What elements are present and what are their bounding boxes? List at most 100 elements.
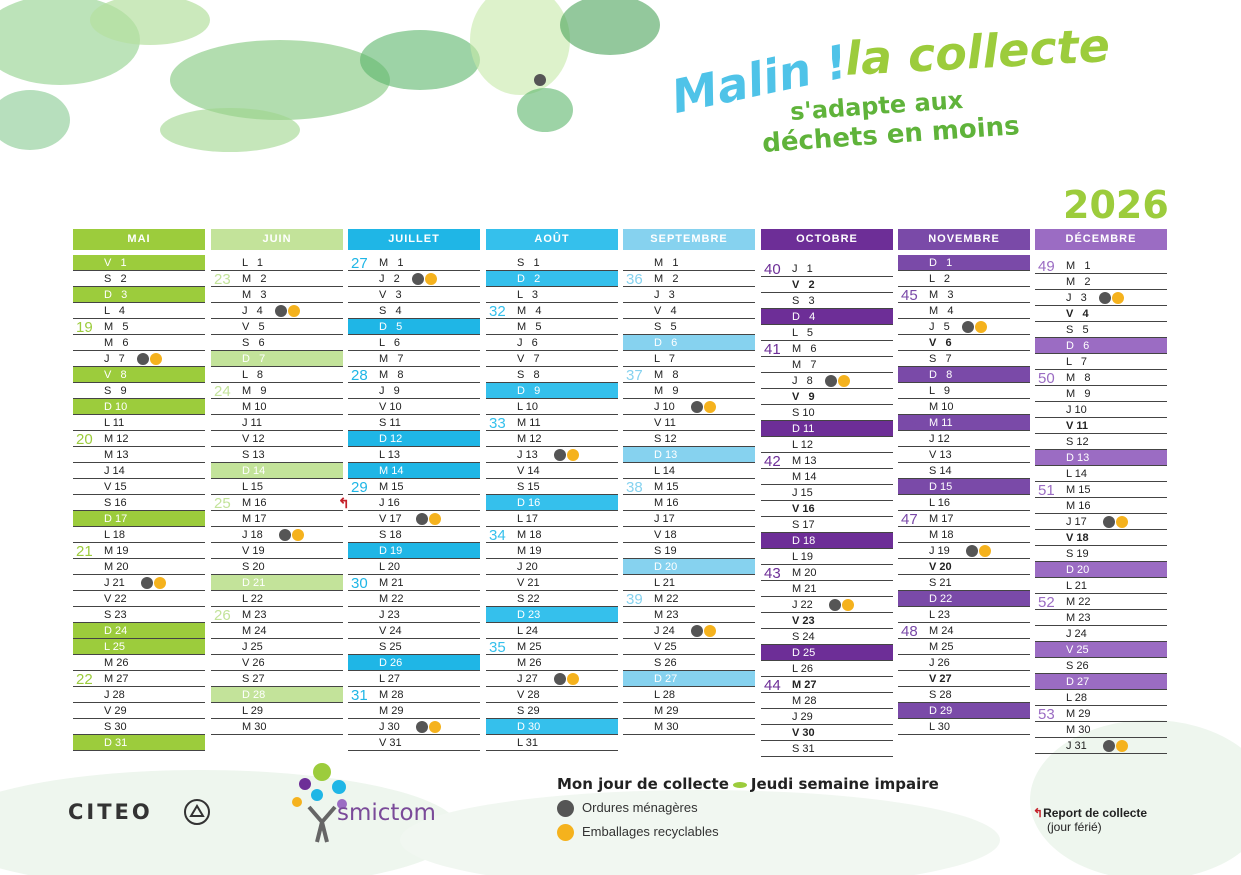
week-number: 34 <box>489 527 506 544</box>
week-number: 45 <box>901 287 918 304</box>
day-row: M 1 <box>623 255 755 271</box>
day-label: D 16 <box>517 497 541 509</box>
day-row: L 7 <box>1035 354 1167 371</box>
day-label: V 4 <box>1066 308 1089 321</box>
day-row: D 24 <box>73 623 205 639</box>
day-row: J 6 <box>486 335 618 351</box>
collection-dots <box>141 577 169 590</box>
day-label: M 8 <box>654 369 679 381</box>
collection-dots <box>691 401 719 414</box>
week-number: 47 <box>901 511 918 528</box>
day-row: L 30 <box>898 719 1030 735</box>
day-row: J 20 <box>486 559 618 575</box>
day-row: V 22 <box>73 591 205 607</box>
day-label: M 22 <box>654 593 679 605</box>
day-row: M 2 <box>1035 274 1167 291</box>
day-label: V 8 <box>104 369 127 381</box>
day-row: M 22 <box>623 591 755 607</box>
day-row: M 25 <box>898 639 1030 655</box>
day-row: D 11 <box>761 421 893 438</box>
day-label: M 27 <box>104 673 129 685</box>
week-number: 29 <box>351 479 368 496</box>
legend-item-household-waste: Ordures ménagères <box>557 799 939 818</box>
day-label: L 20 <box>379 561 401 573</box>
week-number: 53 <box>1038 706 1055 724</box>
collection-dots <box>691 625 719 638</box>
day-row: V 5 <box>211 319 343 335</box>
day-row: M 1 <box>348 255 480 271</box>
day-label: D 20 <box>1066 564 1090 577</box>
day-row: S 15 <box>486 479 618 495</box>
day-label: V 6 <box>929 337 952 349</box>
orange-dot-icon <box>979 545 991 557</box>
week-number: 25 <box>214 495 231 512</box>
day-row: M 5 <box>73 319 205 335</box>
day-label: V 13 <box>929 449 952 461</box>
day-label: M 15 <box>379 481 404 493</box>
day-label: V 29 <box>104 705 127 717</box>
day-row: L 15 <box>211 479 343 495</box>
report-arrow-icon: ↰ <box>1033 806 1044 820</box>
day-row: M 27 <box>73 671 205 687</box>
day-label: V 19 <box>242 545 265 557</box>
day-label: M 23 <box>1066 612 1091 625</box>
day-label: L 9 <box>929 385 950 397</box>
day-row: M 4 <box>898 303 1030 319</box>
legend: Mon jour de collecte Jeudi semaine impair… <box>557 775 939 842</box>
day-label: L 18 <box>104 529 126 541</box>
orange-dot-icon <box>1112 292 1124 305</box>
day-label: S 5 <box>1066 324 1089 337</box>
month-2: JUILLET M 1 J 2 V 3 S 4 D 5 L 6 M 7 M 8 J 9 V 10 S … <box>338 229 480 751</box>
day-row: M 23 <box>1035 610 1167 627</box>
week-number: 50 <box>1038 370 1055 388</box>
day-row: V 6 <box>898 335 1030 351</box>
day-label: D 17 <box>104 513 128 525</box>
week-number: 42 <box>764 453 781 471</box>
day-label: M 17 <box>929 513 954 525</box>
orange-dot-icon <box>154 577 166 589</box>
day-row: L 2 <box>898 271 1030 287</box>
day-row: D 8 <box>898 367 1030 383</box>
day-label: S 19 <box>654 545 677 557</box>
day-label: L 7 <box>654 353 675 365</box>
day-row: S 23 <box>73 607 205 623</box>
day-label: L 8 <box>242 369 263 381</box>
day-row: V 18 <box>1035 530 1167 547</box>
day-label: M 26 <box>104 657 129 669</box>
day-row: M 7 <box>761 357 893 374</box>
day-row: J 9 <box>348 383 480 399</box>
day-label: V 17 <box>379 513 402 525</box>
day-label: S 9 <box>104 385 127 397</box>
week-number: 28 <box>351 367 368 384</box>
day-row: D 19 <box>348 543 480 559</box>
day-row: V 8 <box>73 367 205 383</box>
day-row: M 20 <box>761 565 893 582</box>
day-label: J 13 <box>517 449 538 461</box>
triman-logo <box>184 799 210 825</box>
day-label: D 13 <box>1066 452 1090 465</box>
day-row: D 12 <box>348 431 480 447</box>
day-row: D 10 <box>73 399 205 415</box>
month-header: JUILLET <box>348 229 480 250</box>
day-label: S 12 <box>1066 436 1089 449</box>
day-row: S 24 <box>761 629 893 646</box>
day-row: D 22 <box>898 591 1030 607</box>
day-row: D 13 <box>1035 450 1167 467</box>
day-row: J 11 <box>211 415 343 431</box>
grey-dot-icon <box>416 721 428 733</box>
grey-dot-icon <box>137 353 149 365</box>
day-row: L 27 <box>348 671 480 687</box>
day-label: M 19 <box>104 545 129 557</box>
week-number: 39 <box>626 591 643 608</box>
collection-dots <box>137 353 165 366</box>
day-label: S 12 <box>654 433 677 445</box>
day-row: M 26 <box>73 655 205 671</box>
month-header: NOVEMBRE <box>898 229 1030 250</box>
day-label: L 21 <box>1066 580 1088 593</box>
day-row: M 30 <box>1035 722 1167 739</box>
day-label: S 5 <box>654 321 677 333</box>
day-row: J 4 <box>211 303 343 319</box>
orange-dot-icon <box>288 305 300 317</box>
day-label: D 25 <box>792 647 816 660</box>
day-label: S 3 <box>792 295 815 308</box>
